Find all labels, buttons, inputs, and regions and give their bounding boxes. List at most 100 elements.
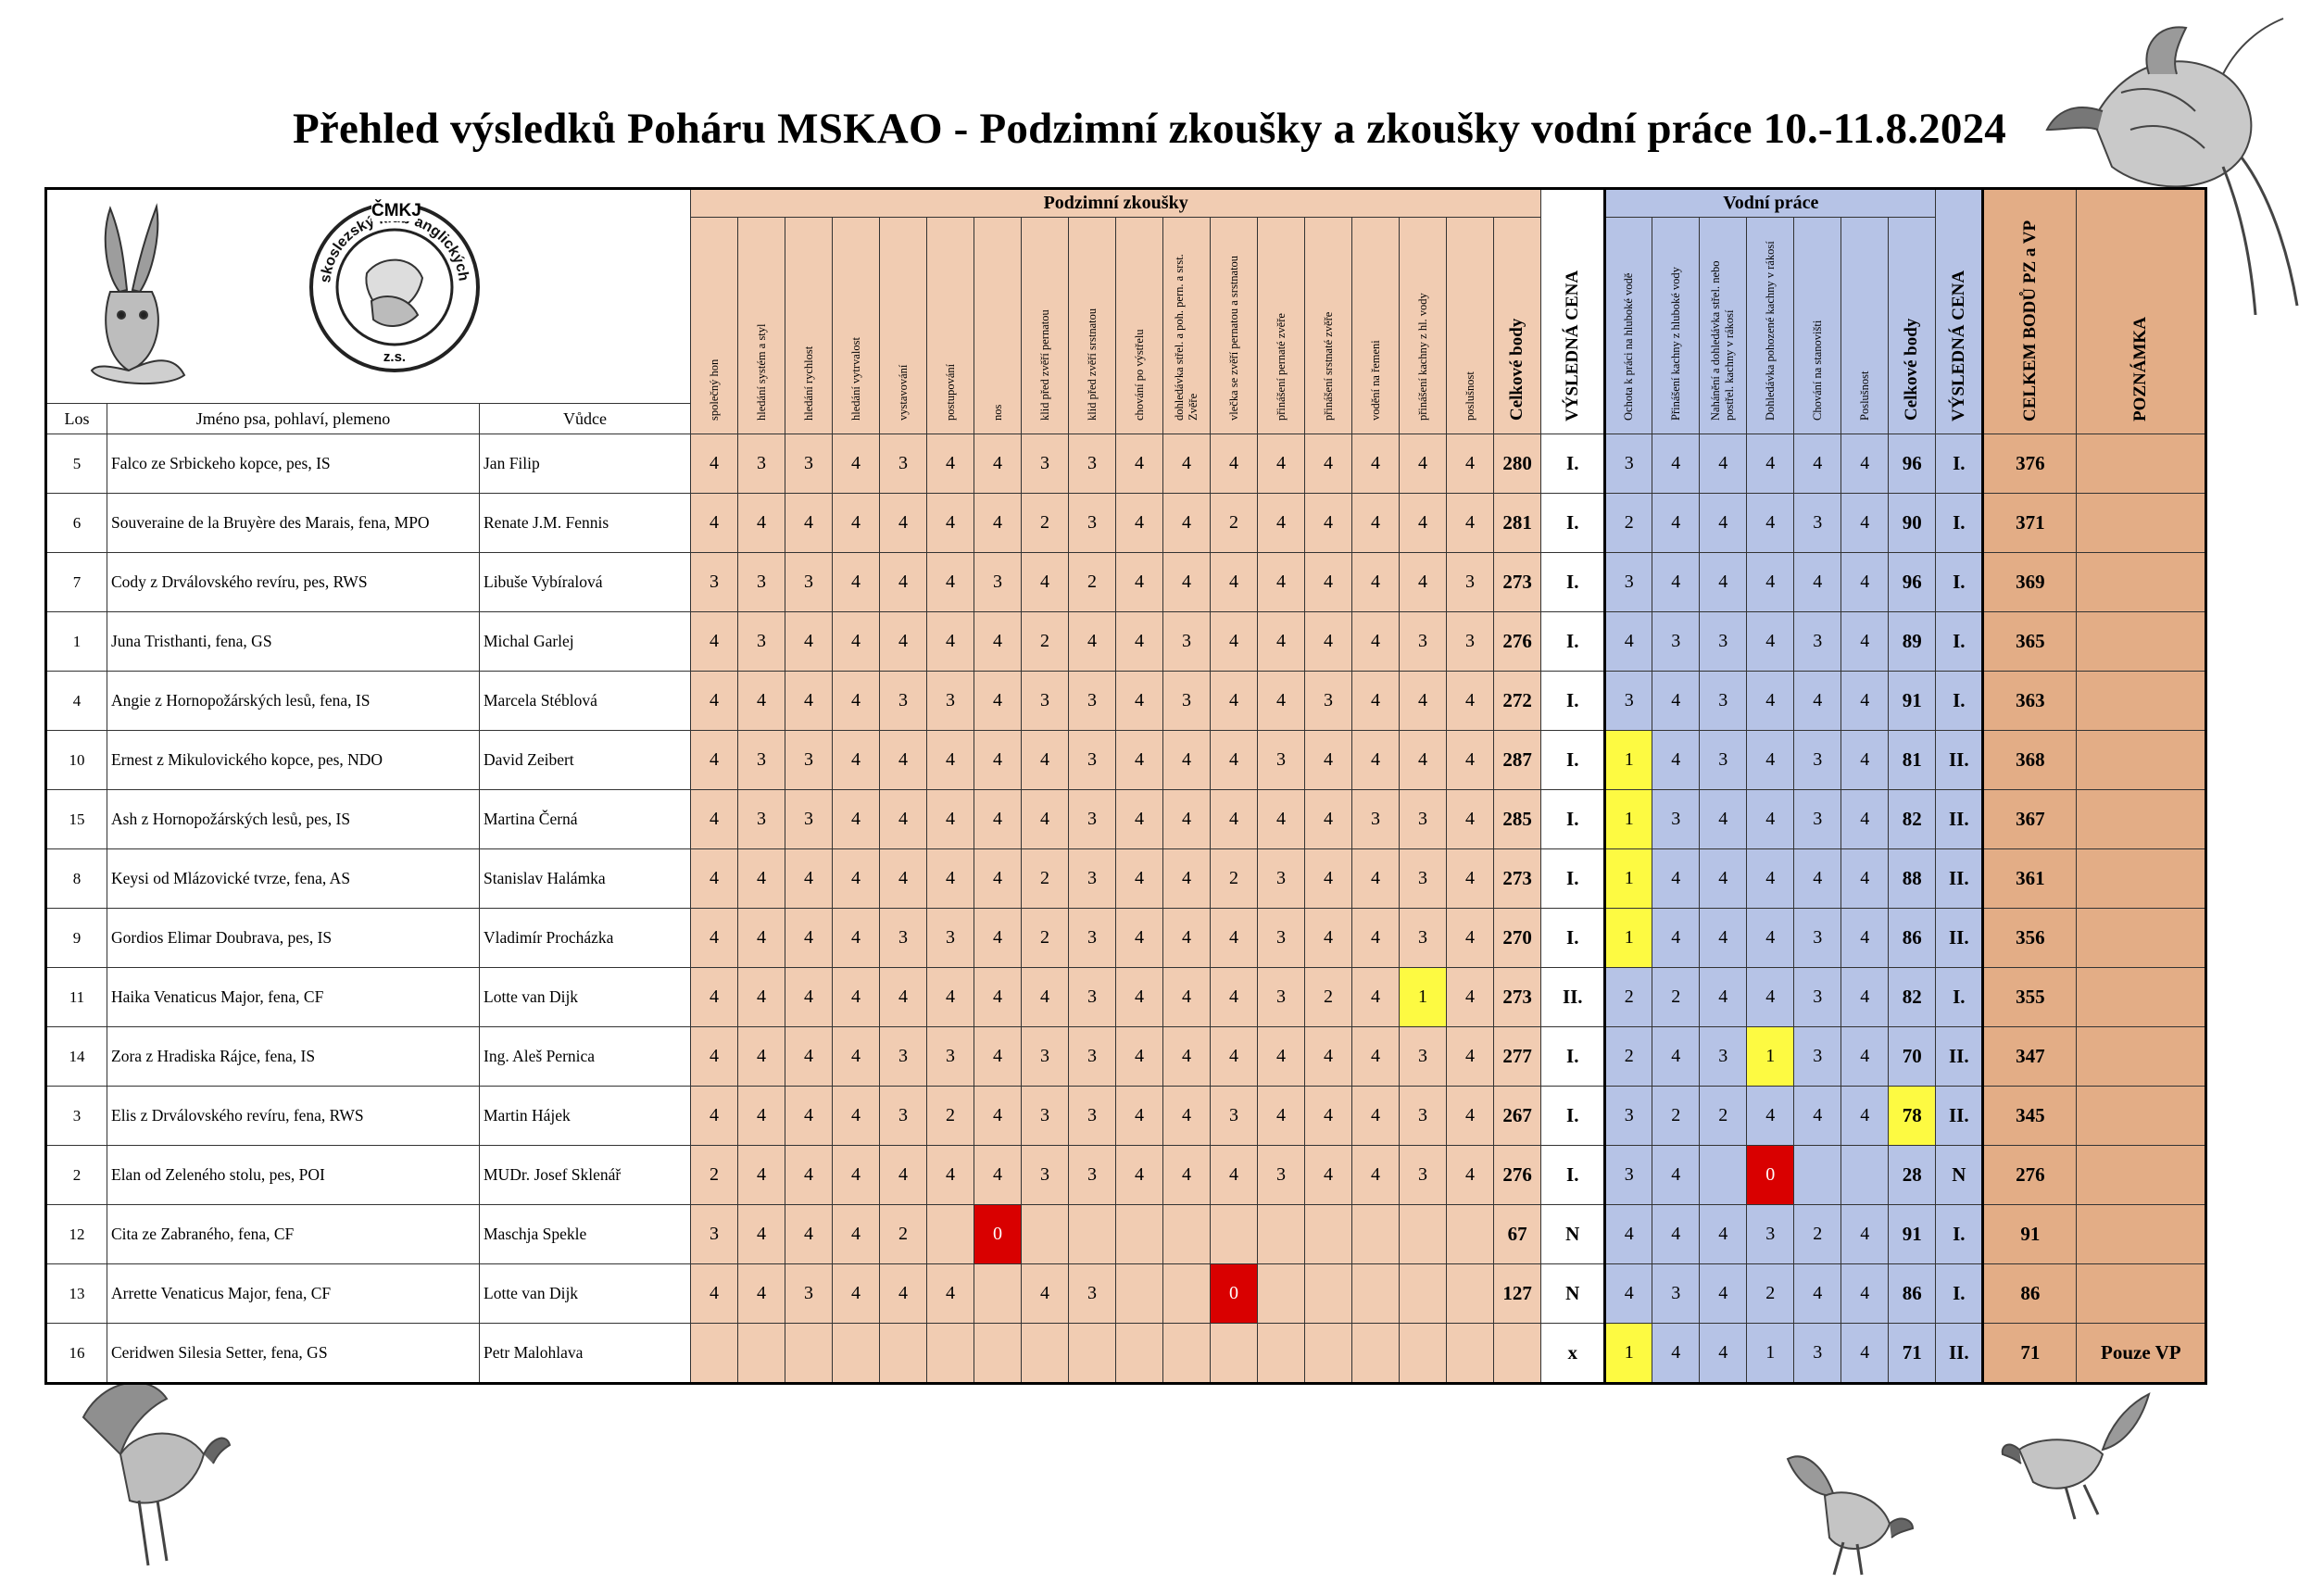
table-row: 4 Angie z Hornopožárských lesů, fena, IS M…: [45, 671, 2207, 731]
handler-cell: Lotte van Dijk: [478, 1263, 692, 1324]
pz-score-cell: 4: [974, 434, 1023, 494]
pz-score-cell: 4: [926, 967, 975, 1027]
table-row: 10 Ernest z Mikulovického kopce, pes, NDO…: [45, 730, 2207, 790]
los-cell: 3: [45, 1086, 107, 1146]
pz-score-cell: 4: [1304, 493, 1353, 553]
pz-score-cell: 4: [879, 848, 928, 909]
pz-result-cell: I.: [1540, 493, 1606, 553]
pz-score-cell: 4: [832, 493, 881, 553]
pz-score-cell: 4: [1304, 1145, 1353, 1205]
pz-score-cell: [1257, 1204, 1306, 1264]
vp-score-cell: 4: [1746, 730, 1795, 790]
pz-column-header: hledání vytrvalost: [832, 217, 881, 434]
table-row: 2 Elan od Zeleného stolu, pes, POI MUDr. J…: [45, 1145, 2207, 1205]
vp-result-cell: I.: [1935, 434, 1984, 494]
table-row: 8 Keysi od Mlázovické tvrze, fena, AS Stan…: [45, 848, 2207, 909]
grand-total-cell: 369: [1981, 552, 2078, 612]
vp-result-cell: I.: [1935, 1263, 1984, 1324]
pz-score-cell: 3: [879, 1086, 928, 1146]
pz-score-cell: 3: [1446, 552, 1495, 612]
pz-score-cell: [1162, 1323, 1212, 1384]
pz-score-cell: 4: [1446, 493, 1495, 553]
pz-result-cell: I.: [1540, 552, 1606, 612]
pz-score-cell: 4: [737, 1263, 786, 1324]
dog-name-cell: Ceridwen Silesia Setter, fena, GS: [107, 1323, 480, 1384]
note-cell: [2076, 789, 2207, 849]
pz-score-cell: 4: [1351, 848, 1401, 909]
los-cell: 16: [45, 1323, 107, 1384]
pz-score-cell: 3: [1399, 1086, 1448, 1146]
pz-score-cell: 4: [974, 493, 1023, 553]
pz-score-cell: 4: [1210, 671, 1259, 731]
vp-score-cell: 4: [1699, 493, 1748, 553]
los-cell: 14: [45, 1026, 107, 1087]
vp-result-cell: II.: [1935, 1086, 1984, 1146]
vp-score-cell: 4: [1840, 908, 1890, 968]
pz-total-header: Celkové body: [1493, 217, 1542, 434]
dog-name-cell: Elis z Drválovského revíru, fena, RWS: [107, 1086, 480, 1146]
pz-score-cell: 4: [737, 908, 786, 968]
pz-score-cell: 4: [1446, 848, 1495, 909]
pz-total-cell: 280: [1493, 434, 1542, 494]
pz-score-cell: [1446, 1204, 1495, 1264]
pz-score-cell: 4: [785, 1204, 834, 1264]
pz-score-cell: 4: [1162, 967, 1212, 1027]
pz-score-cell: 3: [1399, 908, 1448, 968]
pz-score-cell: 4: [1115, 671, 1164, 731]
los-cell: 7: [45, 552, 107, 612]
note-cell: [2076, 967, 2207, 1027]
pz-score-cell: 3: [785, 434, 834, 494]
grand-total-cell: 355: [1981, 967, 2078, 1027]
los-cell: 12: [45, 1204, 107, 1264]
pz-score-cell: 4: [1399, 434, 1448, 494]
pz-score-cell: 4: [785, 1086, 834, 1146]
dog-name-cell: Falco ze Srbickeho kopce, pes, IS: [107, 434, 480, 494]
pz-score-cell: 3: [785, 730, 834, 790]
pz-total-cell: 67: [1493, 1204, 1542, 1264]
vp-result-cell: I.: [1935, 493, 1984, 553]
pz-score-cell: [974, 1323, 1023, 1384]
note-cell: [2076, 611, 2207, 672]
pz-column-header: postupování: [926, 217, 975, 434]
pz-score-cell: 4: [974, 1026, 1023, 1087]
pz-score-cell: 4: [690, 848, 739, 909]
pz-score-cell: 4: [1304, 434, 1353, 494]
pz-score-cell: 4: [737, 671, 786, 731]
vp-score-cell: 4: [1840, 671, 1890, 731]
pz-score-cell: 4: [1021, 1263, 1070, 1324]
vp-score-cell: 4: [1840, 967, 1890, 1027]
pz-score-cell: [1351, 1204, 1401, 1264]
pz-score-cell: 3: [1068, 1263, 1117, 1324]
pz-total-cell: 267: [1493, 1086, 1542, 1146]
vp-total-cell: 96: [1888, 434, 1937, 494]
vp-score-cell: 3: [1603, 1145, 1653, 1205]
pz-score-cell: 4: [1162, 908, 1212, 968]
pz-score-cell: 4: [1304, 789, 1353, 849]
note-cell: [2076, 552, 2207, 612]
pz-result-cell: N: [1540, 1263, 1606, 1324]
pz-score-cell: [926, 1204, 975, 1264]
vp-total-cell: 81: [1888, 730, 1937, 790]
pz-score-cell: 4: [785, 611, 834, 672]
vp-score-cell: 2: [1652, 967, 1701, 1027]
vp-score-cell: 4: [1603, 1263, 1653, 1324]
vp-score-cell: 3: [1699, 611, 1748, 672]
pz-result-cell: I.: [1540, 434, 1606, 494]
pz-score-cell: 4: [1210, 730, 1259, 790]
pz-total-cell: 281: [1493, 493, 1542, 553]
pz-result-cell: I.: [1540, 1086, 1606, 1146]
vp-score-cell: 4: [1746, 908, 1795, 968]
vp-score-cell: 1: [1603, 789, 1653, 849]
vp-score-cell: 4: [1699, 967, 1748, 1027]
pz-score-cell: 4: [1210, 908, 1259, 968]
pz-result-cell: II.: [1540, 967, 1606, 1027]
vp-result-cell: I.: [1935, 671, 1984, 731]
vp-result-cell: II.: [1935, 908, 1984, 968]
vp-score-cell: 4: [1840, 848, 1890, 909]
vp-score-cell: 3: [1793, 789, 1842, 849]
vp-score-cell: 4: [1746, 848, 1795, 909]
pz-result-cell: I.: [1540, 1145, 1606, 1205]
grand-total-cell: 347: [1981, 1026, 2078, 1087]
dog-name-cell: Cita ze Zabraného, fena, CF: [107, 1204, 480, 1264]
pz-total-cell: [1493, 1323, 1542, 1384]
